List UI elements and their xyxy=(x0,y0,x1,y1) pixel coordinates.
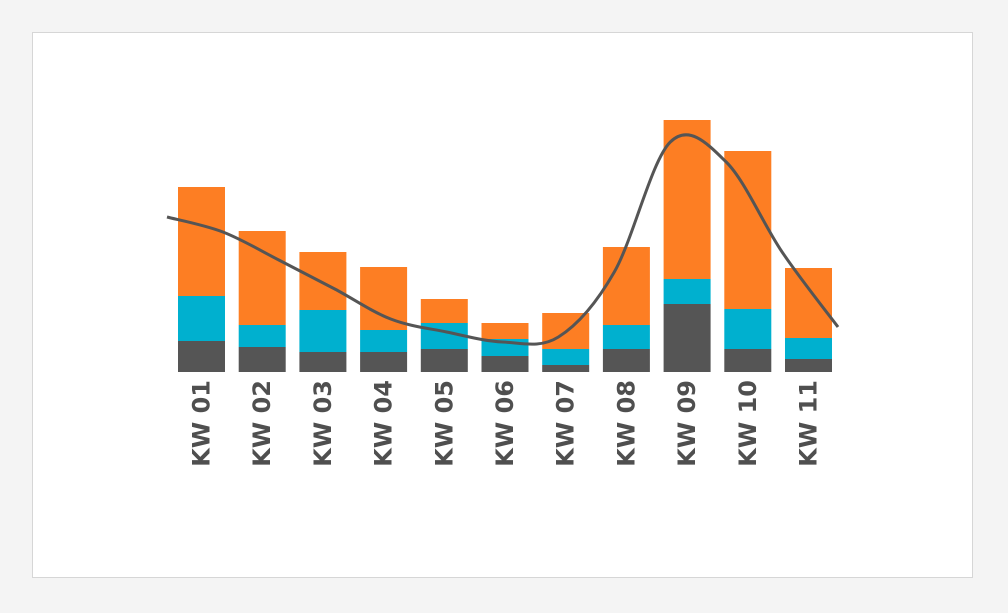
bar-segment-2-3 xyxy=(299,310,347,352)
bar-segment-1-1 xyxy=(178,341,225,372)
x-tick-label: KW 02 xyxy=(248,380,276,467)
bar-segment-1-5 xyxy=(420,349,468,372)
bar-segment-3-10 xyxy=(724,151,772,309)
bar-segment-1-11 xyxy=(785,359,832,372)
bar-segment-2-11 xyxy=(785,338,832,359)
x-tick-label: KW 09 xyxy=(673,380,701,467)
bar-segment-1-6 xyxy=(481,356,529,372)
bars-group xyxy=(178,120,832,372)
bar-segment-3-6 xyxy=(481,323,529,339)
x-axis-labels: KW 01 KW 02 KW 03 KW 04 KW 05 KW 06 KW 07 KW 08… xyxy=(188,380,823,467)
x-tick-label: KW 01 xyxy=(188,380,216,467)
bar-segment-1-8 xyxy=(602,349,650,372)
bar-segment-3-9 xyxy=(663,120,711,279)
x-tick-label: KW 06 xyxy=(491,380,519,467)
bar-segment-1-9 xyxy=(663,304,711,372)
trend-line xyxy=(166,133,840,346)
bar-segment-2-1 xyxy=(178,296,225,341)
bar-segment-3-11 xyxy=(785,268,832,338)
x-tick-label: KW 08 xyxy=(612,380,640,467)
x-tick-label: KW 07 xyxy=(552,380,580,467)
x-tick-label: KW 03 xyxy=(309,380,337,467)
x-tick-label: KW 11 xyxy=(795,380,823,467)
bar-segment-1-10 xyxy=(724,349,772,372)
x-tick-label: KW 04 xyxy=(370,380,398,467)
bar-segment-3-4 xyxy=(360,267,408,330)
bar-segment-3-8 xyxy=(602,247,650,325)
bar-segment-1-2 xyxy=(238,347,286,372)
x-tick-label: KW 05 xyxy=(430,380,458,467)
bar-segment-2-10 xyxy=(724,309,772,349)
bar-segment-1-3 xyxy=(299,352,347,372)
bar-segment-3-3 xyxy=(299,252,347,310)
bar-segment-3-5 xyxy=(420,299,468,323)
bar-segment-1-4 xyxy=(360,352,408,372)
bar-segment-2-8 xyxy=(602,325,650,349)
bar-segment-2-9 xyxy=(663,279,711,304)
bar-segment-2-7 xyxy=(542,349,590,365)
bar-segment-2-4 xyxy=(360,330,408,352)
bar-segment-1-7 xyxy=(542,365,590,372)
x-tick-label: KW 10 xyxy=(734,380,762,467)
bar-segment-3-2 xyxy=(238,231,286,325)
bar-segment-2-2 xyxy=(238,325,286,347)
bar-segment-3-1 xyxy=(178,187,225,296)
